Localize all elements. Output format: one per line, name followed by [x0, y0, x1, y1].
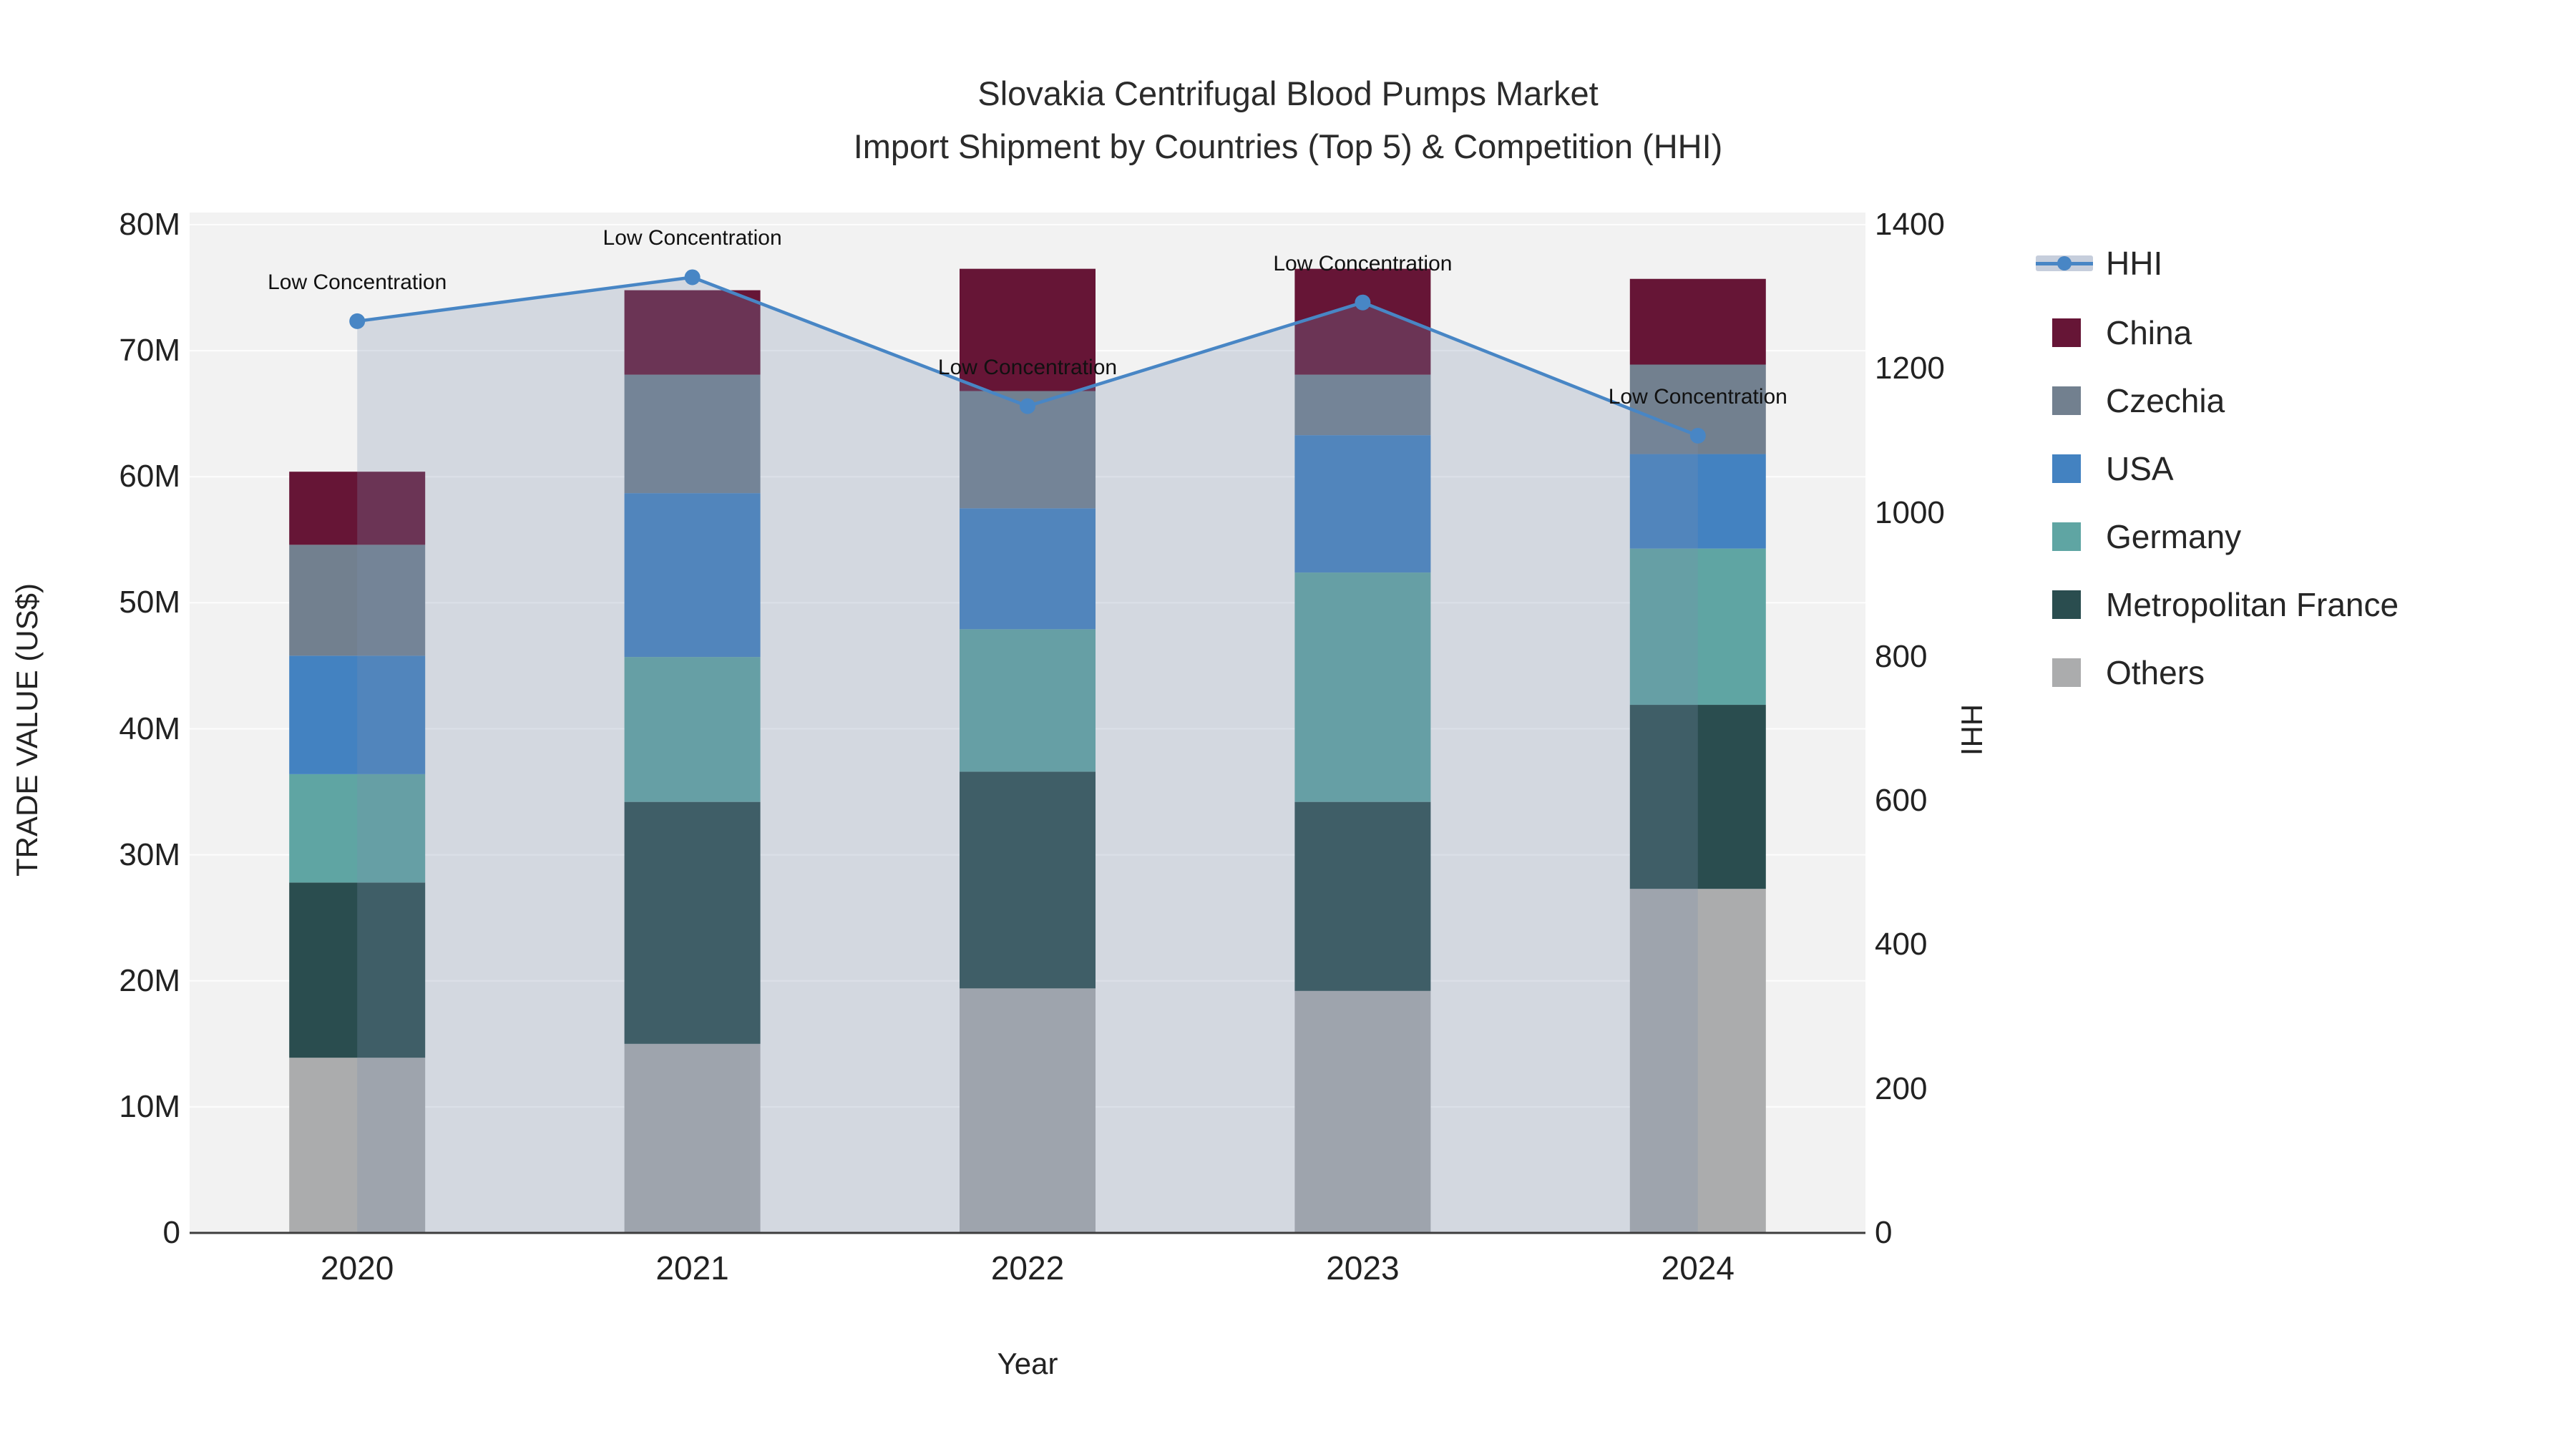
right-tick-1400: 1400: [1875, 207, 1945, 242]
annotation-low-concentration-2020: Low Concentration: [268, 270, 447, 294]
bar-segment-2021-germany[interactable]: [624, 657, 761, 802]
bar-segment-2020-metropolitan-france[interactable]: [289, 882, 426, 1058]
annotation-low-concentration-2022: Low Concentration: [937, 355, 1118, 379]
legend-swatch-icon: [2052, 454, 2081, 483]
hhi-line-swatch-icon: [2036, 255, 2093, 271]
bar-segment-2023-usa[interactable]: [1294, 435, 1431, 573]
right-axis-title: HHI: [1955, 703, 1989, 756]
legend-item-china[interactable]: China: [2036, 311, 2192, 354]
legend-label: China: [2106, 314, 2192, 351]
legend-item-czechia[interactable]: Czechia: [2036, 379, 2225, 422]
bar-segment-2021-others[interactable]: [624, 1043, 761, 1233]
chart-title-line1: Slovakia Centrifugal Blood Pumps Market: [977, 74, 1599, 112]
bar-segment-2022-china[interactable]: [960, 268, 1096, 391]
bar-segment-2022-germany[interactable]: [960, 629, 1096, 772]
right-tick-0: 0: [1875, 1215, 1893, 1250]
left-tick-20M: 20M: [119, 962, 180, 998]
bar-segment-2023-germany[interactable]: [1294, 572, 1431, 802]
legend-swatch-icon: [2052, 318, 2081, 347]
annotation-low-concentration-2024: Low Concentration: [1608, 384, 1787, 409]
bar-segment-2020-germany[interactable]: [289, 774, 426, 883]
legend-label: USA: [2106, 450, 2174, 487]
bar-segment-2024-metropolitan-france[interactable]: [1629, 705, 1766, 889]
bar-segment-2021-usa[interactable]: [624, 493, 761, 658]
bar-segment-2021-china[interactable]: [624, 290, 761, 375]
right-tick-1000: 1000: [1875, 494, 1945, 530]
legend-label: HHI: [2106, 245, 2163, 282]
bar-segment-2020-china[interactable]: [289, 472, 426, 545]
legend-item-metropolitan-france[interactable]: Metropolitan France: [2036, 583, 2399, 626]
right-tick-800: 800: [1875, 638, 1928, 674]
bar-segment-2020-usa[interactable]: [289, 655, 426, 774]
left-axis-title: TRADE VALUE (US$): [10, 583, 44, 877]
hhi-marker-2023[interactable]: [1355, 294, 1371, 311]
legend-item-usa[interactable]: USA: [2036, 447, 2174, 490]
legend-item-others[interactable]: Others: [2036, 651, 2205, 694]
hhi-marker-2021[interactable]: [684, 269, 701, 286]
right-tick-600: 600: [1875, 783, 1928, 819]
left-tick-30M: 30M: [119, 836, 180, 872]
left-tick-0: 0: [162, 1215, 180, 1250]
legend-item-hhi[interactable]: HHI: [2036, 242, 2162, 285]
bar-segment-2024-germany[interactable]: [1629, 548, 1766, 706]
legend-swatch-icon: [2052, 386, 2081, 415]
x-tick-2020: 2020: [321, 1249, 394, 1287]
hhi-marker-2020[interactable]: [349, 313, 366, 329]
bar-segment-2021-metropolitan-france[interactable]: [624, 801, 761, 1044]
legend-swatch-icon: [2052, 522, 2081, 551]
left-tick-70M: 70M: [119, 333, 180, 369]
legend-label: Czechia: [2106, 382, 2225, 419]
bar-segment-2023-metropolitan-france[interactable]: [1294, 801, 1431, 991]
left-tick-80M: 80M: [119, 207, 180, 242]
bar-segment-2020-czechia[interactable]: [289, 545, 426, 656]
bar-segment-2023-others[interactable]: [1294, 990, 1431, 1233]
bar-segment-2022-metropolitan-france[interactable]: [960, 771, 1096, 989]
annotation-low-concentration-2021: Low Concentration: [602, 226, 782, 250]
left-tick-50M: 50M: [119, 585, 180, 620]
x-tick-2023: 2023: [1326, 1249, 1400, 1287]
legend-swatch-icon: [2052, 590, 2081, 619]
bar-segment-2022-others[interactable]: [960, 988, 1096, 1233]
chart-title-line2: Import Shipment by Countries (Top 5) & C…: [853, 127, 1723, 165]
bar-segment-2023-czechia[interactable]: [1294, 374, 1431, 436]
hhi-marker-2024[interactable]: [1689, 427, 1706, 444]
x-axis-title: Year: [997, 1347, 1058, 1380]
left-tick-60M: 60M: [119, 459, 180, 494]
x-tick-2022: 2022: [990, 1249, 1065, 1287]
right-tick-200: 200: [1875, 1070, 1928, 1106]
legend-label: Others: [2106, 654, 2205, 691]
hhi-area-fill: [357, 277, 1698, 1234]
annotation-low-concentration-2023: Low Concentration: [1273, 251, 1453, 275]
x-tick-2021: 2021: [655, 1249, 729, 1287]
right-tick-400: 400: [1875, 927, 1928, 962]
bar-segment-2020-others[interactable]: [289, 1058, 426, 1233]
legend-label: Metropolitan France: [2106, 586, 2399, 623]
legend-swatch-icon: [2052, 658, 2081, 687]
right-tick-1200: 1200: [1875, 351, 1945, 386]
bar-segment-2022-usa[interactable]: [960, 508, 1096, 630]
bar-segment-2024-china[interactable]: [1629, 278, 1766, 365]
left-tick-40M: 40M: [119, 711, 180, 746]
bar-segment-2024-usa[interactable]: [1629, 454, 1766, 549]
bar-segment-2024-others[interactable]: [1629, 889, 1766, 1233]
x-tick-2024: 2024: [1661, 1249, 1735, 1287]
hhi-marker-2022[interactable]: [1020, 398, 1035, 414]
legend-item-germany[interactable]: Germany: [2036, 515, 2241, 558]
legend-label: Germany: [2106, 518, 2242, 555]
left-tick-10M: 10M: [119, 1088, 180, 1124]
bar-segment-2021-czechia[interactable]: [624, 374, 761, 494]
